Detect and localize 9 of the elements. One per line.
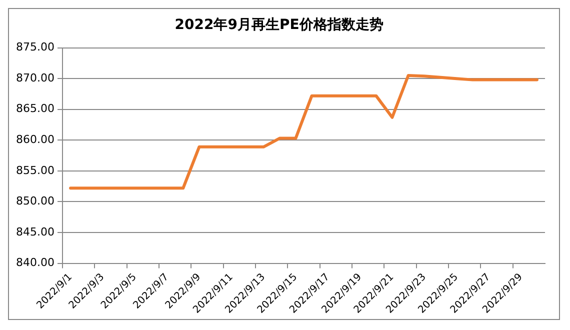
y-tick-label: 840.00 <box>16 256 54 270</box>
chart-title: 2022年9月再生PE价格指数走势 <box>174 17 384 34</box>
y-tick-label: 875.00 <box>16 40 54 54</box>
y-tick-label: 850.00 <box>16 194 54 208</box>
y-tick-label: 845.00 <box>16 225 54 238</box>
y-tick-label: 855.00 <box>16 164 54 177</box>
y-tick-label: 870.00 <box>16 71 54 84</box>
y-tick-label: 860.00 <box>16 133 54 146</box>
y-tick-label: 865.00 <box>16 102 54 116</box>
